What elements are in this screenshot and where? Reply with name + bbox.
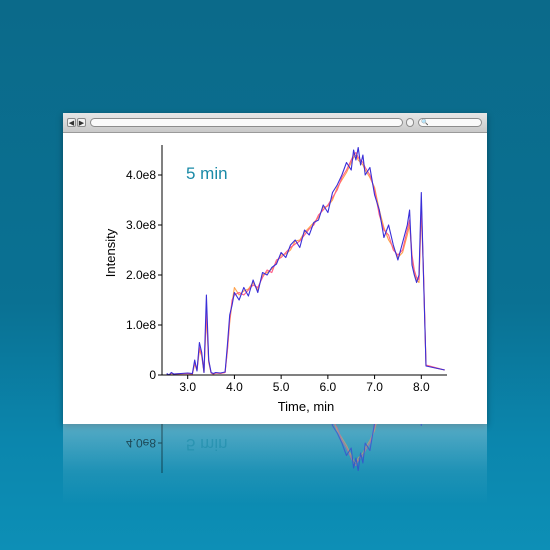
- x-axis-label: Time, min: [278, 399, 335, 414]
- magnifier-icon: 🔍: [421, 119, 429, 126]
- y-tick-label: 1.0e8: [126, 318, 156, 332]
- triangle-right-icon: ▶: [78, 119, 85, 127]
- y-tick-label: 4.0e8: [126, 436, 156, 450]
- x-tick-label: 3.0: [179, 380, 196, 394]
- chart-annotation: 5 min: [186, 164, 228, 183]
- search-input[interactable]: 🔍: [418, 118, 482, 127]
- axes: [161, 145, 447, 376]
- axes: [161, 424, 163, 473]
- chart-annotation: 5 min: [186, 435, 228, 454]
- window-reflection: 3.04.05.06.07.08.001.0e82.0e83.0e84.0e8 …: [63, 424, 487, 504]
- y-axis-label: Intensity: [103, 228, 118, 277]
- chart-reflection: 3.04.05.06.07.08.001.0e82.0e83.0e84.0e8 …: [126, 424, 422, 473]
- x-tick-label: 7.0: [366, 380, 383, 394]
- forward-button[interactable]: ▶: [77, 118, 86, 127]
- x-tick-label: 6.0: [320, 380, 337, 394]
- address-bar[interactable]: [90, 118, 403, 127]
- back-button[interactable]: ◀: [67, 118, 76, 127]
- x-tick-label: 4.0: [226, 380, 243, 394]
- series-group: [166, 146, 445, 376]
- y-tick-label: 0: [149, 368, 156, 382]
- y-tick-label: 4.0e8: [126, 168, 156, 182]
- go-button[interactable]: [406, 118, 414, 127]
- triangle-left-icon: ◀: [68, 119, 75, 127]
- series-line-1: [166, 146, 445, 376]
- y-tick-label: 2.0e8: [126, 268, 156, 282]
- x-tick-label: 8.0: [413, 380, 430, 394]
- chromatogram-chart: 3.0 4.0 5.0 6.0 7.0 8.001.0e82.0e83.0e84.0e8 …: [103, 145, 447, 414]
- y-tick-label: 3.0e8: [126, 218, 156, 232]
- x-tick-label: 5.0: [273, 380, 290, 394]
- browser-window: ◀ ▶ 🔍 3.0 4.0 5.0 6.0 7.0 8.0 0 1.0e8 2.0e8 3.0e8…: [63, 113, 487, 424]
- ticks: 3.0 4.0 5.0 6.0 7.0 8.0 0 1.0e8 2.0e8 3.0e8 4.0e8: [126, 168, 430, 394]
- browser-toolbar: ◀ ▶ 🔍: [63, 113, 487, 133]
- reflection-image: 3.04.05.06.07.08.001.0e82.0e83.0e84.0e8 …: [63, 424, 487, 504]
